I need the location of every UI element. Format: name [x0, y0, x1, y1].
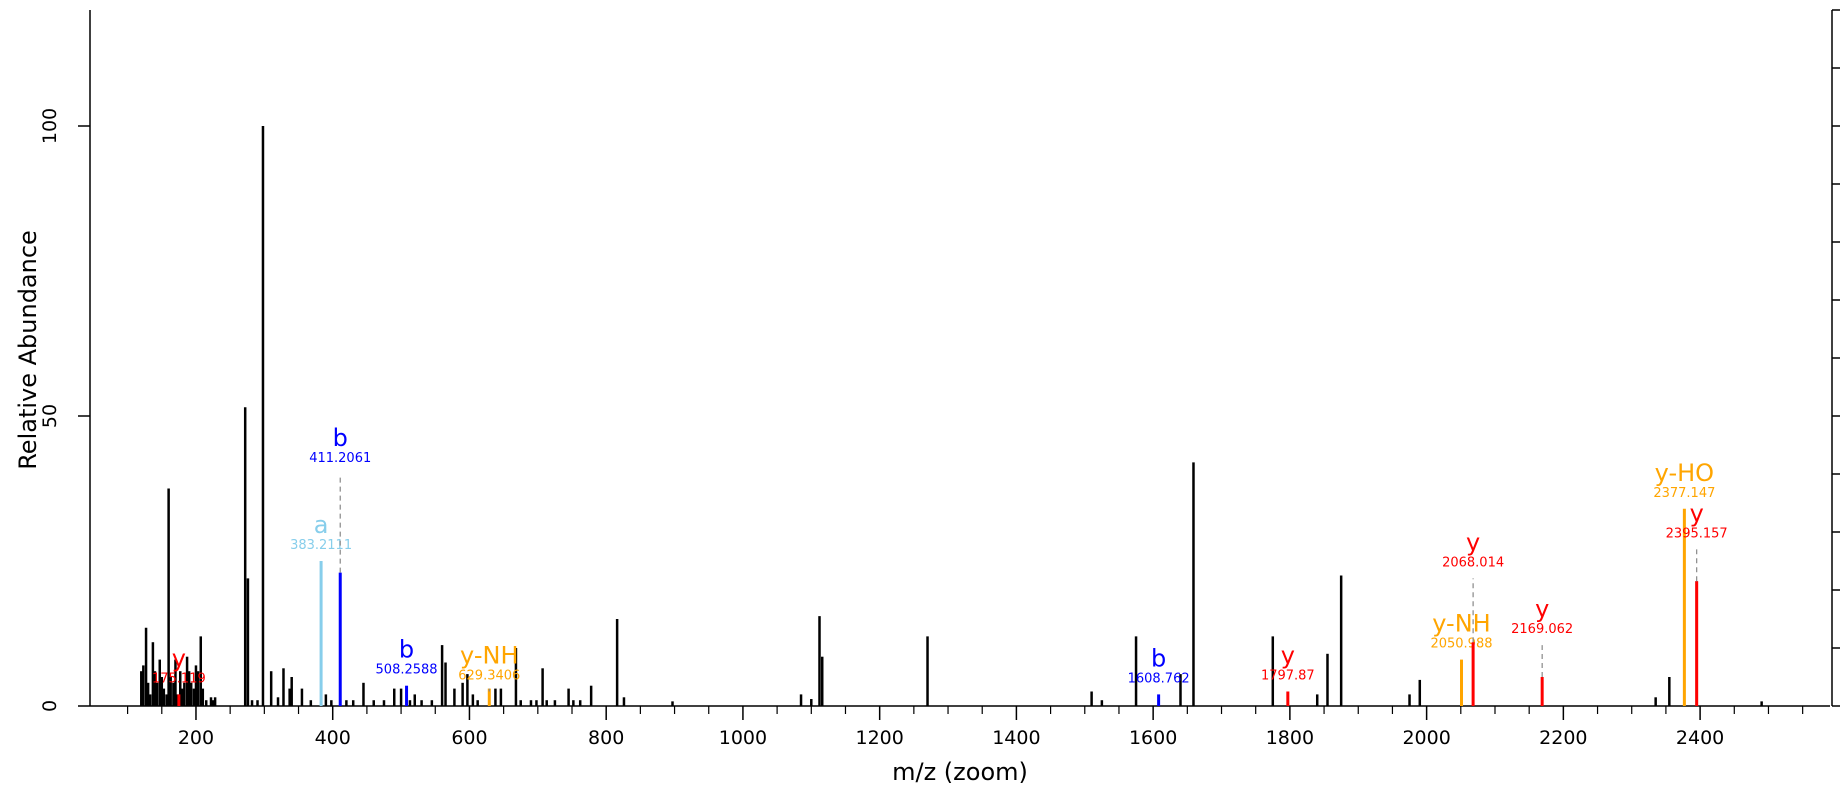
ion-type-label: y — [1281, 642, 1295, 670]
ion-type-label: y — [1690, 499, 1704, 527]
x-axis-minor-ticks — [127, 706, 1804, 714]
ion-type-label: y-HO — [1655, 459, 1714, 487]
x-tick-label: 600 — [451, 727, 487, 749]
ion-mz-label: 629.3406 — [458, 669, 520, 684]
ion-mz-label: 411.2061 — [309, 451, 371, 466]
ion-type-label: y — [1466, 528, 1480, 556]
ion-mz-label: 1608.762 — [1128, 671, 1190, 686]
ion-mz-label: 2068.014 — [1442, 555, 1504, 570]
x-tick-label: 1600 — [1129, 727, 1177, 749]
ion-mz-label: 2377.147 — [1653, 486, 1715, 501]
ion-type-label: y — [172, 644, 186, 672]
ion-type-label: b — [399, 636, 414, 664]
x-tick-label: 1200 — [855, 727, 903, 749]
ion-type-label: y-NH — [1432, 610, 1490, 638]
peak-series — [140, 126, 1763, 706]
ion-mz-label: 508.2588 — [376, 663, 438, 678]
ion-mz-label: 2169.062 — [1511, 622, 1573, 637]
ion-mz-label: 175.119 — [152, 671, 206, 686]
x-axis-label: m/z (zoom) — [892, 758, 1028, 786]
x-tick-label: 2200 — [1539, 727, 1587, 749]
x-tick-label: 1000 — [719, 727, 767, 749]
ion-type-label: b — [1151, 644, 1166, 672]
y-tick-label: 0 — [39, 700, 61, 712]
ion-mz-label: 1797.87 — [1261, 669, 1315, 684]
x-tick-label: 1400 — [992, 727, 1040, 749]
y-tick-label: 100 — [39, 108, 61, 144]
y-tick-label: 50 — [39, 404, 61, 428]
ion-mz-label: 383.2111 — [290, 538, 352, 553]
x-axis-ticks: 200 400 600 800 1000 1200 1400 1600 1800 2000 2200… — [178, 706, 1724, 749]
ion-type-label: a — [314, 511, 329, 539]
x-tick-label: 2000 — [1402, 727, 1450, 749]
ion-type-label: y — [1535, 595, 1549, 623]
x-tick-label: 1800 — [1266, 727, 1314, 749]
right-axis-ticks — [1832, 9, 1840, 707]
y-axis-ticks: 0 50 100 — [39, 108, 90, 712]
ion-annotations: y175.119a383.2111b411.2061b508.2588y-NH6… — [152, 424, 1728, 706]
ion-type-label: b — [333, 424, 348, 452]
x-tick-label: 2400 — [1676, 727, 1724, 749]
ion-type-label: y-NH — [460, 642, 518, 670]
x-tick-label: 200 — [178, 727, 214, 749]
plot-area: 200 400 600 800 1000 1200 1400 1600 1800 2000 2200… — [39, 9, 1840, 749]
x-tick-label: 400 — [315, 727, 351, 749]
x-tick-label: 800 — [588, 727, 624, 749]
y-axis-label: Relative Abundance — [14, 230, 42, 470]
ion-mz-label: 2050.988 — [1430, 637, 1492, 652]
ion-mz-label: 2395.157 — [1666, 526, 1728, 541]
